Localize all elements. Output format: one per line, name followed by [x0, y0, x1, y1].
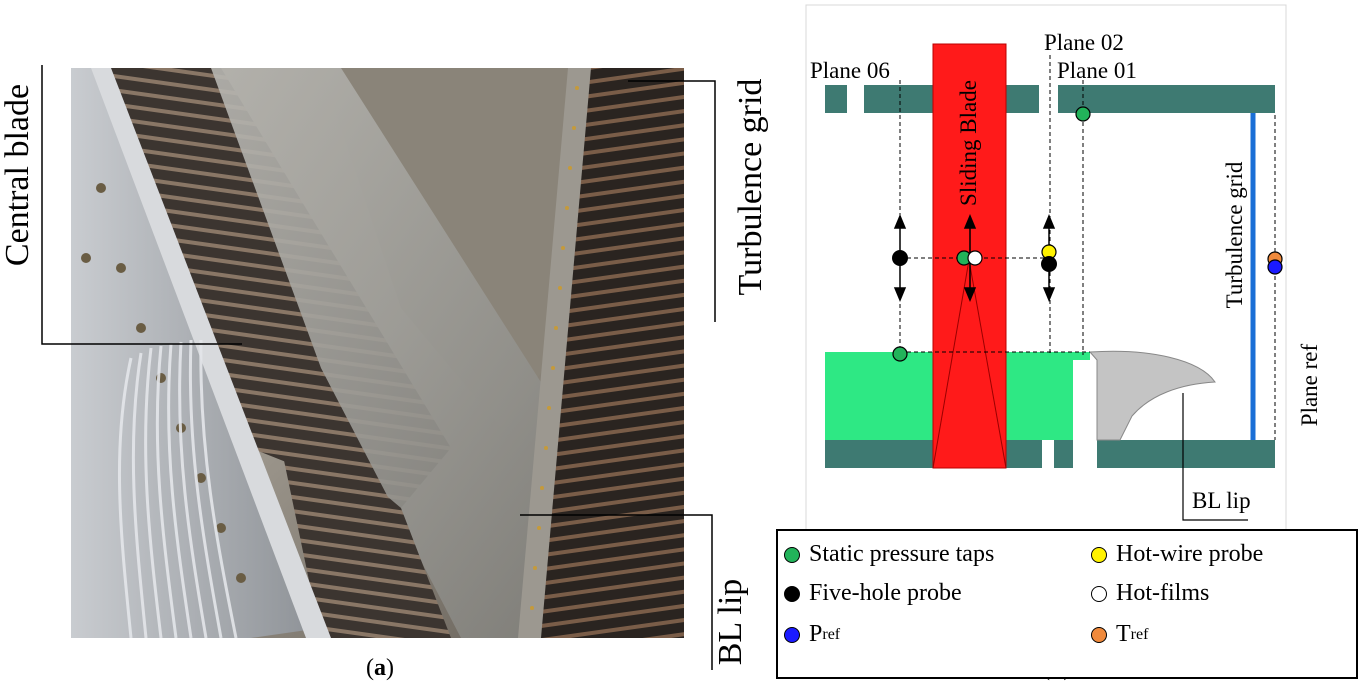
top-wall	[825, 85, 847, 113]
legend-hot-films: Hot-films	[1091, 580, 1209, 607]
hot-film-legend-icon	[1091, 585, 1107, 602]
panel-a: Central blade Turbulence grid BL lip (a)	[0, 65, 769, 681]
hot-film-blade	[967, 250, 983, 266]
plane-02-label: Plane 02	[1044, 30, 1124, 55]
static-tap-legend-icon	[784, 546, 800, 563]
five-hole-legend-icon	[784, 585, 800, 602]
t-ref-legend-icon	[1091, 626, 1107, 643]
turbulence-grid-label-b: Turbulence grid	[1222, 161, 1247, 309]
panel-a-leaders	[41, 65, 716, 670]
legend-hot-wire-probe: Hot-wire probe	[1091, 541, 1263, 568]
five-hole-probe-06	[892, 250, 908, 266]
p-ref-legend-icon	[784, 626, 800, 643]
central-blade-label: Central blade	[0, 83, 36, 267]
plane-06-label: Plane 06	[810, 58, 890, 83]
five-hole-probe-02	[1041, 256, 1057, 272]
legend: Static pressure taps Hot-wire probe Five…	[776, 529, 1358, 679]
legend-static-pressure-taps: Static pressure taps	[784, 541, 994, 568]
bl-lip-shape	[1088, 350, 1216, 441]
plane-ref-label: Plane ref	[1297, 343, 1322, 427]
static-tap-bottom	[892, 346, 908, 362]
bl-lip-label-b: BL lip	[1192, 488, 1251, 513]
photo-central-blade-rig	[71, 68, 684, 638]
static-tap-top	[1075, 106, 1091, 122]
hot-wire-legend-icon	[1091, 546, 1107, 563]
plane-01-label: Plane 01	[1057, 58, 1137, 83]
legend-five-hole-probe: Five-hole probe	[784, 580, 962, 607]
caption-a: (a)	[366, 655, 394, 681]
sliding-blade-label: Sliding Blade	[956, 80, 981, 206]
p-ref-marker	[1267, 259, 1283, 275]
bl-lip-label-a: BL lip	[712, 578, 749, 666]
